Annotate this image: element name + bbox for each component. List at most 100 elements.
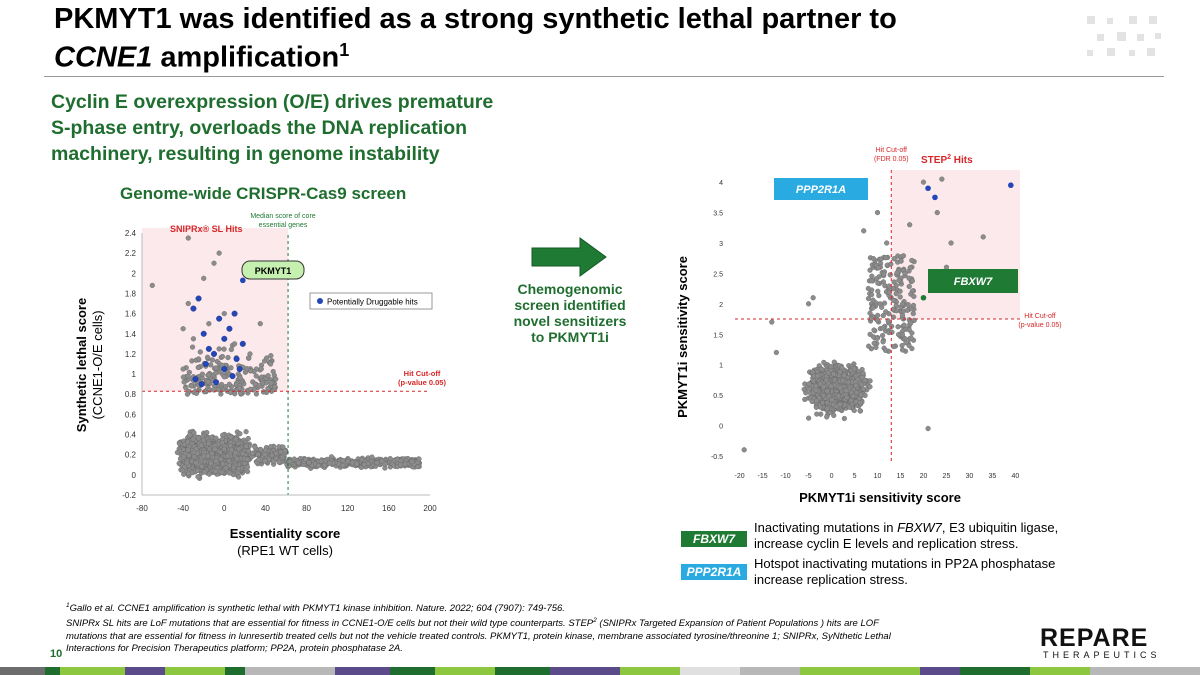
- gene-point: [189, 358, 195, 364]
- druggable-legend: [309, 292, 433, 310]
- gene-point: [185, 373, 191, 379]
- gene-point: [263, 447, 269, 453]
- gene-point: [387, 456, 393, 462]
- gene-point: [252, 444, 258, 450]
- gene-point: [201, 389, 208, 395]
- gene-point: [900, 253, 907, 259]
- gene-point: [218, 456, 224, 462]
- caption-line: novel sensitizers: [513, 313, 627, 329]
- chemogenomic-caption: Chemogenomic screen identified novel sen…: [500, 281, 640, 345]
- gene-point: [262, 458, 268, 464]
- gene-point: [835, 393, 841, 399]
- gene-point: [861, 228, 867, 234]
- gene-point: [813, 404, 819, 410]
- druggable-point: [236, 366, 243, 373]
- gene-point: [888, 261, 894, 267]
- gene-point: [891, 297, 897, 304]
- gene-point: [906, 283, 912, 290]
- druggable-point: [210, 350, 217, 357]
- gene-point: [206, 321, 212, 327]
- gene-point: [221, 446, 227, 452]
- gene-point: [846, 404, 853, 410]
- gene-point: [190, 336, 197, 342]
- gene-point: [887, 272, 893, 278]
- gene-point: [278, 449, 284, 455]
- gene-point: [828, 383, 834, 389]
- gene-point: [180, 326, 186, 332]
- y-tick-label: 2: [132, 269, 137, 278]
- gene-point: [819, 366, 825, 372]
- gene-point: [901, 322, 907, 328]
- fbxw7-desc-pre: Inactivating mutations in: [754, 520, 898, 535]
- ppp2r1a-label: PPP2R1A: [796, 184, 846, 196]
- gene-point: [216, 346, 222, 352]
- gene-point: [245, 435, 251, 442]
- fbxw7-label-box: [928, 269, 1018, 293]
- gene-point: [832, 377, 838, 383]
- gene-point: [213, 458, 219, 464]
- gene-point: [841, 415, 847, 422]
- gene-point: [321, 462, 328, 469]
- gene-point: [204, 429, 210, 436]
- gene-point: [176, 460, 182, 466]
- gene-point: [884, 240, 890, 246]
- gene-point: [265, 373, 271, 379]
- gene-point: [925, 425, 931, 432]
- gene-point: [910, 302, 917, 309]
- gene-point: [345, 458, 351, 465]
- footer-color-band: [0, 667, 1200, 675]
- druggable-point: [202, 360, 209, 367]
- gene-point: [831, 412, 837, 419]
- pkmyt1-callout: [241, 260, 305, 280]
- druggable-point: [229, 373, 236, 380]
- left-y-axis-sublabel: (CCNE1-O/E cells): [90, 310, 105, 419]
- gene-point: [248, 368, 254, 374]
- gene-point: [199, 463, 205, 470]
- gene-point: [244, 464, 251, 470]
- gene-point: [874, 317, 881, 324]
- subtitle-line: machinery, resulting in genome instabili…: [51, 143, 440, 165]
- gene-points: [741, 176, 1014, 453]
- gene-point: [829, 397, 835, 403]
- x-tick-label: 15: [897, 473, 905, 480]
- gene-point: [908, 335, 914, 341]
- footnote-sup: 1: [66, 602, 70, 609]
- gene-point: [271, 458, 277, 464]
- gene-point: [878, 256, 884, 262]
- gene-point: [183, 385, 189, 391]
- step-hits-text: STEP: [921, 155, 947, 166]
- median-label: essential genes: [259, 222, 308, 229]
- gene-point: [186, 453, 192, 459]
- right-x-axis-label: PKMYT1i sensitivity score: [799, 490, 961, 505]
- y-tick-label: 3.5: [713, 211, 723, 218]
- gene-point: [810, 295, 816, 301]
- gene-point: [221, 374, 227, 380]
- gene-point: [212, 468, 219, 474]
- gene-point: [814, 411, 820, 417]
- ppp2r1a-label-box: [774, 178, 868, 200]
- gene-point: [416, 456, 422, 462]
- subtitle-line: Cyclin E overexpression (O/E) drives pre…: [51, 91, 494, 113]
- gene-point: [883, 309, 889, 315]
- gene-point: [899, 312, 906, 318]
- pkmyt1-point: [240, 277, 246, 284]
- crispr-screen-scatter: -0.2 0 0.2 0.4 0.6 0.8 1 1.2 1.4 1.6 1.8 2 2.2 2.4 -80…: [74, 213, 446, 513]
- gene-point: [837, 401, 843, 408]
- step-hits-suffix: Hits: [951, 155, 973, 166]
- gene-point: [185, 447, 191, 453]
- left-x-axis-label: Essentiality score: [229, 526, 341, 541]
- gene-point: [898, 258, 904, 264]
- gene-point: [327, 460, 333, 466]
- gene-point: [867, 310, 873, 316]
- gene-point: [880, 332, 886, 339]
- gene-point: [204, 354, 211, 360]
- gene-point: [896, 277, 902, 283]
- gene-point: [185, 235, 191, 241]
- gene-point: [264, 355, 270, 361]
- x-tick-label: 0: [830, 473, 834, 480]
- y-tick-label: 0.2: [125, 451, 137, 460]
- gene-point: [891, 343, 897, 350]
- gene-point: [228, 434, 234, 440]
- gene-point: [226, 381, 232, 387]
- gene-point: [809, 398, 815, 404]
